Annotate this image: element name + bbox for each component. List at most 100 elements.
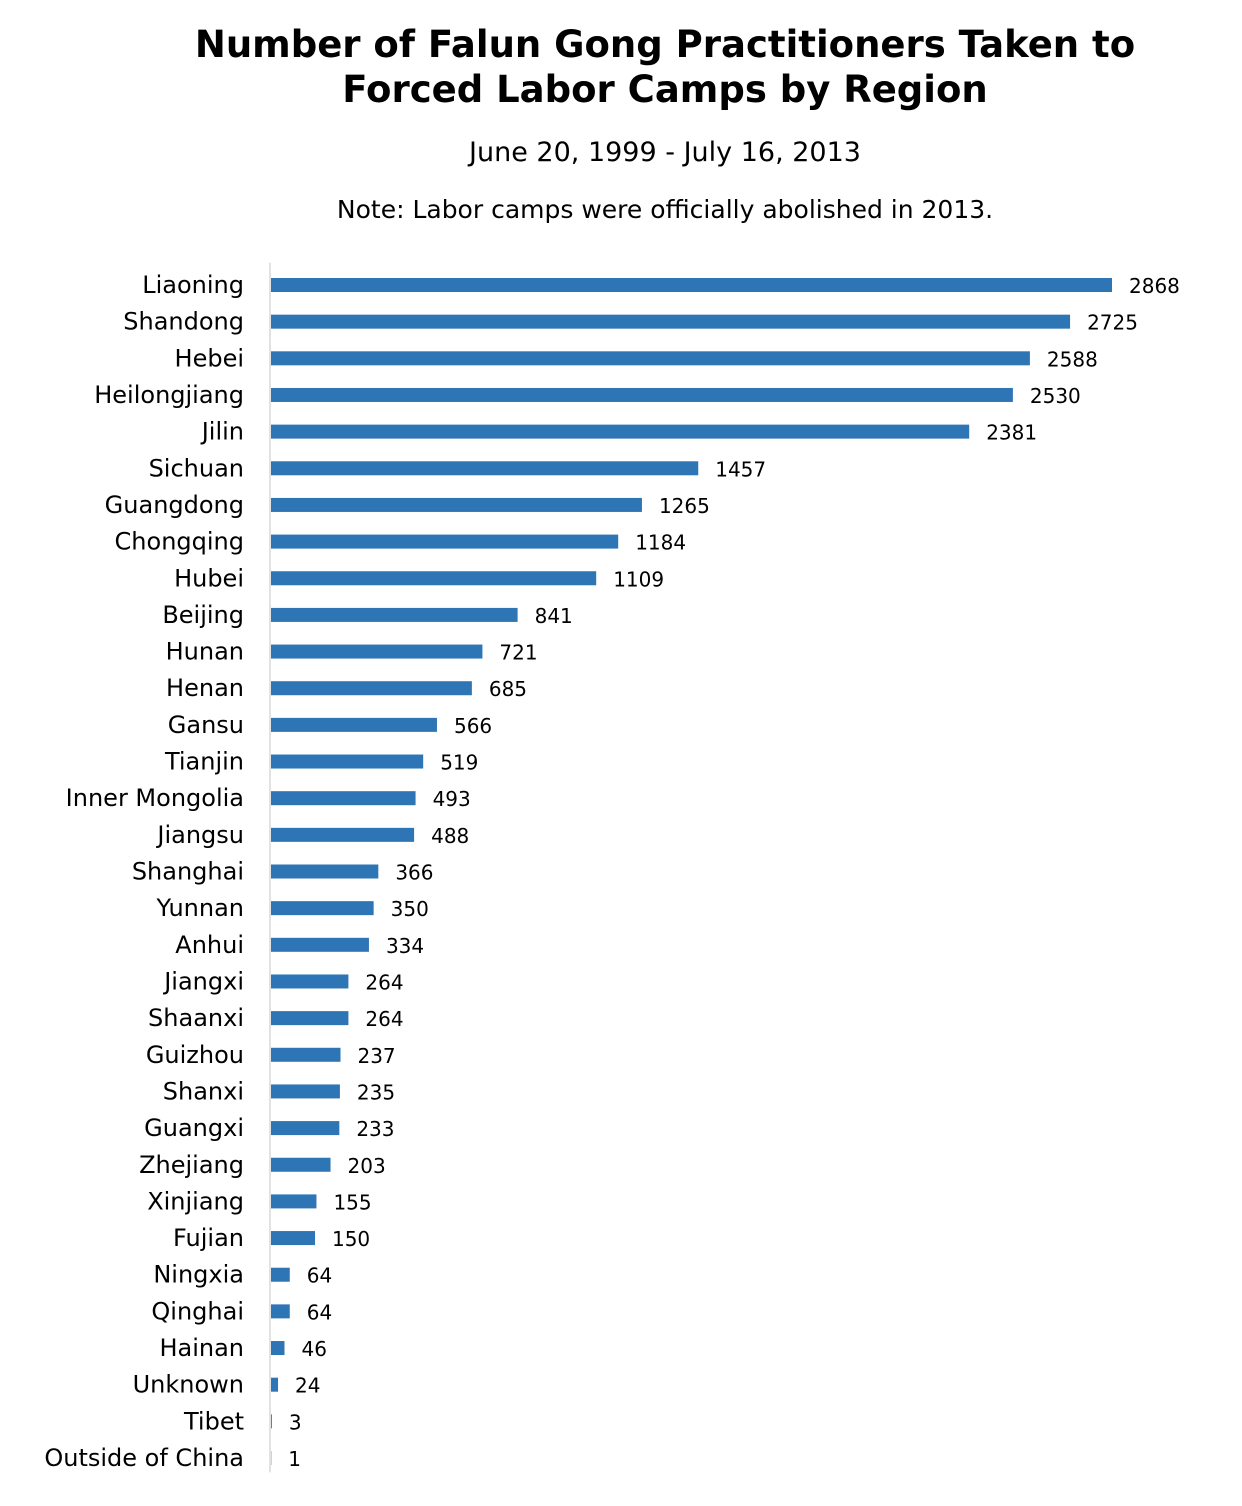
data-label: 841 bbox=[535, 604, 573, 628]
category-label: Beijing bbox=[162, 601, 244, 629]
data-label: 237 bbox=[357, 1044, 395, 1068]
bar bbox=[271, 754, 424, 769]
category-label: Hunan bbox=[166, 638, 244, 666]
category-label: Guizhou bbox=[146, 1041, 244, 1069]
chart-subtitle: June 20, 1999 - July 16, 2013 bbox=[469, 137, 861, 168]
data-label: 64 bbox=[307, 1264, 332, 1288]
data-label: 1265 bbox=[659, 494, 710, 518]
data-label: 233 bbox=[356, 1117, 394, 1141]
category-label: Jilin bbox=[200, 418, 244, 446]
category-label: Fujian bbox=[173, 1224, 244, 1252]
category-label: Ningxia bbox=[153, 1261, 244, 1289]
data-label: 366 bbox=[395, 861, 433, 885]
category-label: Yunnan bbox=[156, 894, 244, 922]
category-label: Inner Mongolia bbox=[66, 784, 244, 812]
category-label: Liaoning bbox=[142, 271, 244, 299]
category-label: Anhui bbox=[175, 931, 244, 959]
category-label: Qinghai bbox=[151, 1297, 244, 1325]
data-label: 203 bbox=[348, 1154, 386, 1178]
category-label: Hainan bbox=[159, 1334, 244, 1362]
category-label: Shanxi bbox=[163, 1077, 244, 1105]
data-label: 264 bbox=[365, 1007, 403, 1031]
data-label: 2588 bbox=[1047, 347, 1098, 371]
bar bbox=[271, 1304, 290, 1319]
data-label: 493 bbox=[433, 787, 471, 811]
data-label: 24 bbox=[295, 1374, 320, 1398]
data-label: 1109 bbox=[613, 567, 664, 591]
bar bbox=[271, 1084, 340, 1099]
data-label: 264 bbox=[365, 970, 403, 994]
category-label: Sichuan bbox=[149, 454, 244, 482]
bar bbox=[271, 791, 416, 806]
data-label: 685 bbox=[489, 677, 527, 701]
bar bbox=[271, 1047, 341, 1062]
bar bbox=[271, 351, 1030, 366]
bar bbox=[271, 937, 369, 952]
data-label: 150 bbox=[332, 1227, 370, 1251]
data-label: 2725 bbox=[1087, 311, 1138, 335]
data-label: 566 bbox=[454, 714, 492, 738]
bar bbox=[271, 571, 597, 586]
bar bbox=[271, 901, 374, 916]
category-label: Jiangxi bbox=[162, 967, 244, 995]
data-label: 3 bbox=[289, 1410, 302, 1434]
category-label: Shaanxi bbox=[148, 1004, 244, 1032]
category-label: Heilongjiang bbox=[94, 381, 244, 409]
bar bbox=[271, 1157, 331, 1172]
data-label: 488 bbox=[431, 824, 469, 848]
bar bbox=[271, 1341, 285, 1356]
category-label: Shandong bbox=[123, 308, 244, 336]
bar bbox=[271, 864, 379, 879]
category-label: Tibet bbox=[183, 1407, 244, 1435]
category-label: Henan bbox=[166, 674, 244, 702]
category-label: Guangxi bbox=[144, 1114, 244, 1142]
chart-title-line-2: Forced Labor Camps by Region bbox=[342, 68, 988, 111]
bar bbox=[271, 1231, 315, 1246]
category-label: Unknown bbox=[133, 1371, 244, 1399]
bar bbox=[271, 1414, 272, 1429]
bar bbox=[271, 424, 970, 439]
category-label: Gansu bbox=[168, 711, 244, 739]
data-label: 1184 bbox=[635, 531, 686, 555]
chart-note: Note: Labor camps were officially abolis… bbox=[336, 195, 994, 224]
data-label: 721 bbox=[499, 641, 537, 665]
data-label: 46 bbox=[301, 1337, 326, 1361]
category-label: Guangdong bbox=[105, 491, 244, 519]
data-label: 1 bbox=[288, 1447, 301, 1471]
category-label: Chongqing bbox=[115, 528, 244, 556]
bar bbox=[271, 717, 437, 732]
category-label: Zhejiang bbox=[139, 1151, 244, 1179]
data-label: 235 bbox=[357, 1080, 395, 1104]
bar bbox=[271, 461, 699, 476]
bar bbox=[271, 1194, 317, 1209]
chart-title-line-1: Number of Falun Gong Practitioners Taken… bbox=[194, 23, 1136, 66]
bar bbox=[271, 314, 1071, 329]
bar bbox=[271, 387, 1013, 402]
bar bbox=[271, 497, 642, 512]
bar bbox=[271, 1011, 349, 1026]
bar bbox=[271, 1267, 290, 1282]
bar bbox=[271, 1121, 340, 1136]
category-label: Shanghai bbox=[132, 858, 244, 886]
data-label: 155 bbox=[333, 1190, 371, 1214]
data-label: 350 bbox=[391, 897, 429, 921]
category-label: Xinjiang bbox=[147, 1187, 244, 1215]
category-label: Tianjin bbox=[164, 748, 244, 776]
category-label: Jiangsu bbox=[155, 821, 244, 849]
data-label: 64 bbox=[307, 1300, 332, 1324]
data-label: 334 bbox=[386, 934, 424, 958]
data-label: 519 bbox=[440, 751, 478, 775]
bar bbox=[271, 681, 472, 696]
data-label: 2530 bbox=[1030, 384, 1081, 408]
bar bbox=[271, 1377, 279, 1392]
category-label: Hubei bbox=[174, 564, 244, 592]
bar bbox=[271, 974, 349, 989]
bar bbox=[271, 278, 1112, 292]
data-label: 2868 bbox=[1129, 274, 1180, 298]
category-label: Hebei bbox=[175, 344, 244, 372]
data-label: 1457 bbox=[715, 457, 766, 481]
bar bbox=[271, 644, 483, 659]
bar bbox=[271, 827, 415, 842]
bar bbox=[271, 534, 619, 549]
